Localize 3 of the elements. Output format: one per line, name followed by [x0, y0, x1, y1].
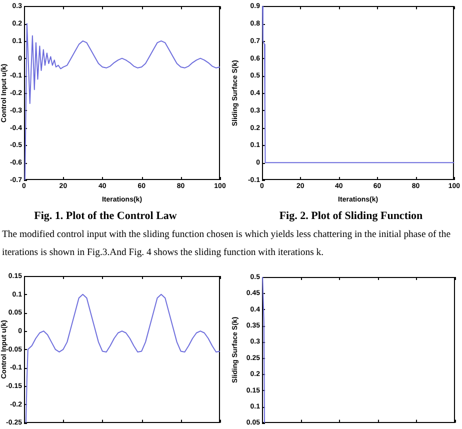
text: Fig. 1. Plot of the Control Law — [33, 209, 178, 224]
text: Fig. 2. Plot of Sliding Function — [278, 209, 424, 224]
text: The modified control input with the sliding function chosen is which yields less chattering in the initial phase of the iterations is shown in Fig.3.And Fig. 4 shows the sliding function with iterations k. — [2, 228, 452, 260]
